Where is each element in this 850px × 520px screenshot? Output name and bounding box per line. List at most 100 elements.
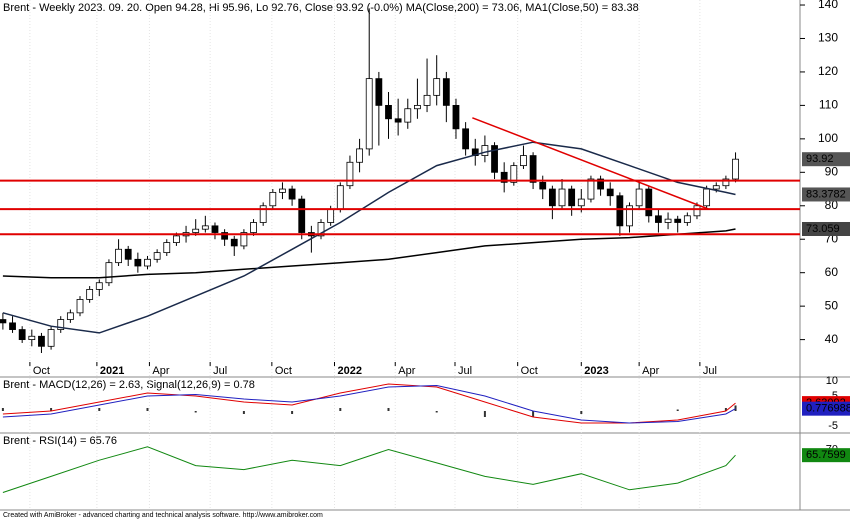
x-tick-label: Oct	[521, 365, 538, 377]
candle-body	[57, 319, 65, 330]
candle-body	[423, 94, 431, 106]
candle-body	[240, 232, 248, 247]
y-tick-label: 110	[819, 98, 838, 112]
y-tick-label: 40	[825, 332, 839, 346]
footer: Created with AmiBroker - advanced charti…	[3, 512, 323, 519]
candle-body	[433, 78, 441, 96]
macd-title: Brent - MACD(12,26) = 2.63, Signal(12,26…	[3, 379, 255, 391]
value-tag	[802, 187, 850, 202]
candle-body	[722, 178, 730, 187]
candle-body	[163, 242, 171, 254]
value-tag-label: 65.7599	[806, 449, 846, 461]
candle-body	[327, 208, 335, 223]
candle-body	[732, 158, 739, 180]
macd-histogram	[734, 405, 737, 411]
candle-body	[365, 78, 373, 150]
x-tick-label: 2023	[584, 365, 608, 377]
x-tick-label: Apr	[398, 365, 415, 377]
candle-body	[0, 319, 7, 324]
candle-body	[38, 335, 45, 347]
candle-body	[635, 188, 643, 207]
x-tick-label: Jul	[458, 365, 472, 377]
macd-histogram	[387, 408, 390, 411]
y-tick-label: 130	[818, 31, 838, 45]
rsi-line	[2, 446, 736, 493]
macd-histogram	[724, 408, 727, 411]
y-tick-label: 90	[825, 164, 839, 178]
value-tag-label: 93.92	[806, 153, 834, 165]
ma-line	[2, 228, 736, 279]
x-tick-label: Jul	[213, 365, 227, 377]
x-tick-label: Oct	[275, 365, 292, 377]
candle-body	[520, 155, 527, 167]
candle-body	[221, 232, 229, 240]
candle-body	[230, 238, 238, 247]
candle-body	[259, 205, 267, 223]
candle-body	[269, 191, 277, 207]
value-tag-label: 73.059	[806, 223, 840, 235]
candle-body	[153, 252, 161, 260]
candle-body	[66, 312, 74, 320]
candle-body	[558, 188, 566, 207]
candle-body	[173, 235, 180, 243]
candle-body	[375, 78, 383, 106]
candle-body	[414, 104, 421, 110]
macd-tick-label: 5	[832, 390, 838, 402]
candle-body	[346, 161, 354, 187]
candle-body	[76, 299, 84, 314]
y-tick-label: 140	[818, 0, 838, 11]
candle-body	[645, 188, 653, 217]
candle-body	[192, 228, 200, 233]
candle-body	[703, 188, 711, 207]
macd-line	[2, 384, 736, 424]
x-tick-label: 2021	[100, 365, 124, 377]
candle-body	[134, 258, 142, 267]
macd-histogram	[435, 411, 438, 413]
candle-body	[288, 188, 296, 200]
candle-body	[28, 335, 36, 341]
candle-body	[356, 148, 363, 163]
candle-body	[9, 322, 16, 330]
candle-body	[394, 118, 402, 123]
macd-histogram	[1, 408, 4, 411]
candle-body	[317, 222, 325, 237]
macd-tick-label: 10	[826, 375, 838, 387]
candle-body	[47, 329, 55, 347]
candle-body	[539, 181, 547, 190]
candle-body	[462, 128, 470, 150]
macd-histogram	[483, 411, 486, 417]
candle-body	[548, 188, 556, 207]
candle-body	[404, 108, 412, 123]
candle-body	[712, 185, 720, 190]
candle-body	[250, 222, 257, 233]
y-tick-label: 50	[825, 298, 839, 312]
candle-body	[568, 188, 576, 207]
value-tag-label: 83.3782	[806, 188, 846, 200]
candle-body	[674, 218, 682, 223]
candle-body	[577, 198, 585, 207]
macd-histogram	[146, 408, 149, 411]
candle-body	[693, 205, 701, 217]
macd-histogram	[580, 411, 583, 414]
candle-body	[500, 171, 508, 183]
candle-body	[201, 225, 209, 230]
trend-line	[472, 117, 709, 210]
value-tag	[802, 448, 850, 463]
candle-body	[587, 178, 595, 200]
candle-body	[211, 225, 219, 233]
x-tick-label: Jul	[703, 365, 717, 377]
value-tag	[802, 152, 850, 167]
macd-histogram	[291, 411, 294, 414]
candle-body	[491, 145, 498, 173]
macd-histogram	[50, 408, 53, 411]
y-tick-label: 100	[818, 131, 838, 145]
candle-body	[95, 282, 103, 290]
candle-body	[664, 218, 672, 223]
candle-body	[655, 215, 662, 223]
rsi-title: Brent - RSI(14) = 65.76	[3, 435, 117, 447]
y-tick-label: 120	[818, 64, 838, 78]
value-tag-label: 0.776988	[806, 403, 850, 415]
value-tag	[802, 401, 850, 416]
candle-body	[597, 178, 604, 190]
candle-body	[481, 145, 489, 156]
